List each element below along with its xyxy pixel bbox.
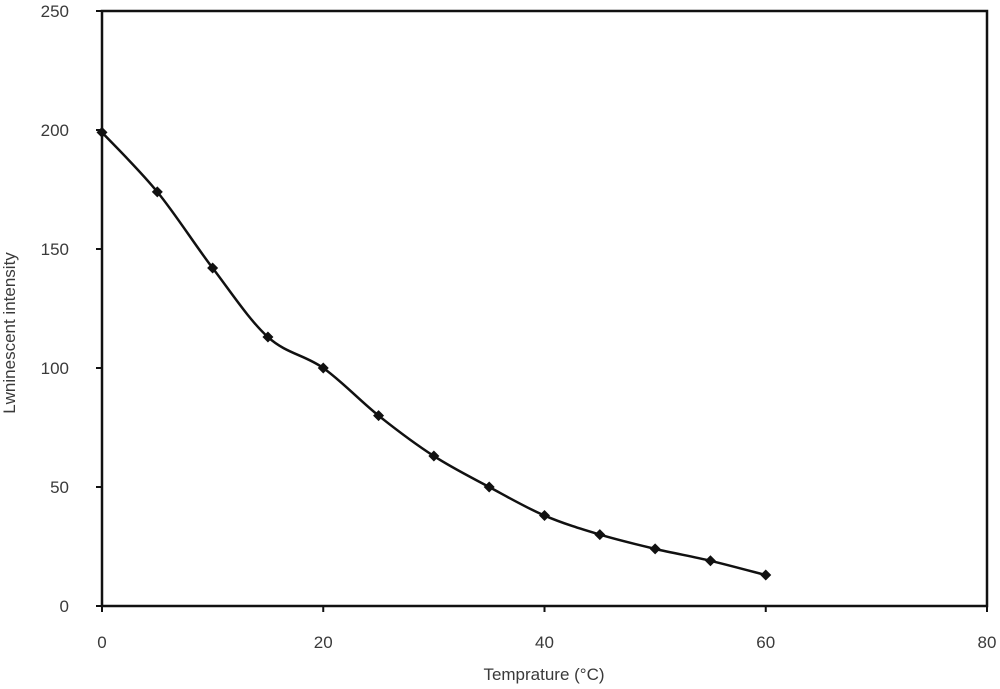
data-point-markers: [96, 126, 772, 581]
y-tick-label: 150: [41, 240, 69, 259]
data-point-marker: [373, 410, 385, 422]
x-tick-label: 0: [97, 633, 106, 652]
x-tick-label: 80: [978, 633, 997, 652]
data-point-marker: [594, 529, 606, 541]
plot-area-frame: [100, 9, 989, 608]
x-tick-label: 40: [535, 633, 554, 652]
x-tick-label: 20: [314, 633, 333, 652]
x-axis-ticks: 0 20 40 60 80: [97, 606, 996, 652]
y-tick-label: 0: [60, 597, 69, 616]
data-point-marker: [96, 126, 108, 138]
y-axis-ticks: 0 50 100 150 200 250: [41, 2, 102, 616]
data-point-marker: [317, 362, 329, 374]
data-point-marker: [207, 262, 219, 274]
data-point-marker: [649, 543, 661, 555]
y-axis-title: Lwninescent intensity: [0, 252, 19, 414]
data-point-marker: [483, 481, 495, 493]
y-tick-label: 200: [41, 121, 69, 140]
x-tick-label: 60: [756, 633, 775, 652]
y-tick-label: 250: [41, 2, 69, 21]
y-tick-label: 50: [50, 478, 69, 497]
x-axis-title: Temprature (°C): [483, 665, 604, 684]
data-point-marker: [539, 510, 550, 522]
data-point-marker: [704, 555, 716, 567]
data-point-marker: [151, 186, 163, 198]
data-point-marker: [760, 569, 772, 581]
data-point-marker: [428, 450, 440, 462]
y-tick-label: 100: [41, 359, 69, 378]
data-point-marker: [262, 331, 274, 343]
